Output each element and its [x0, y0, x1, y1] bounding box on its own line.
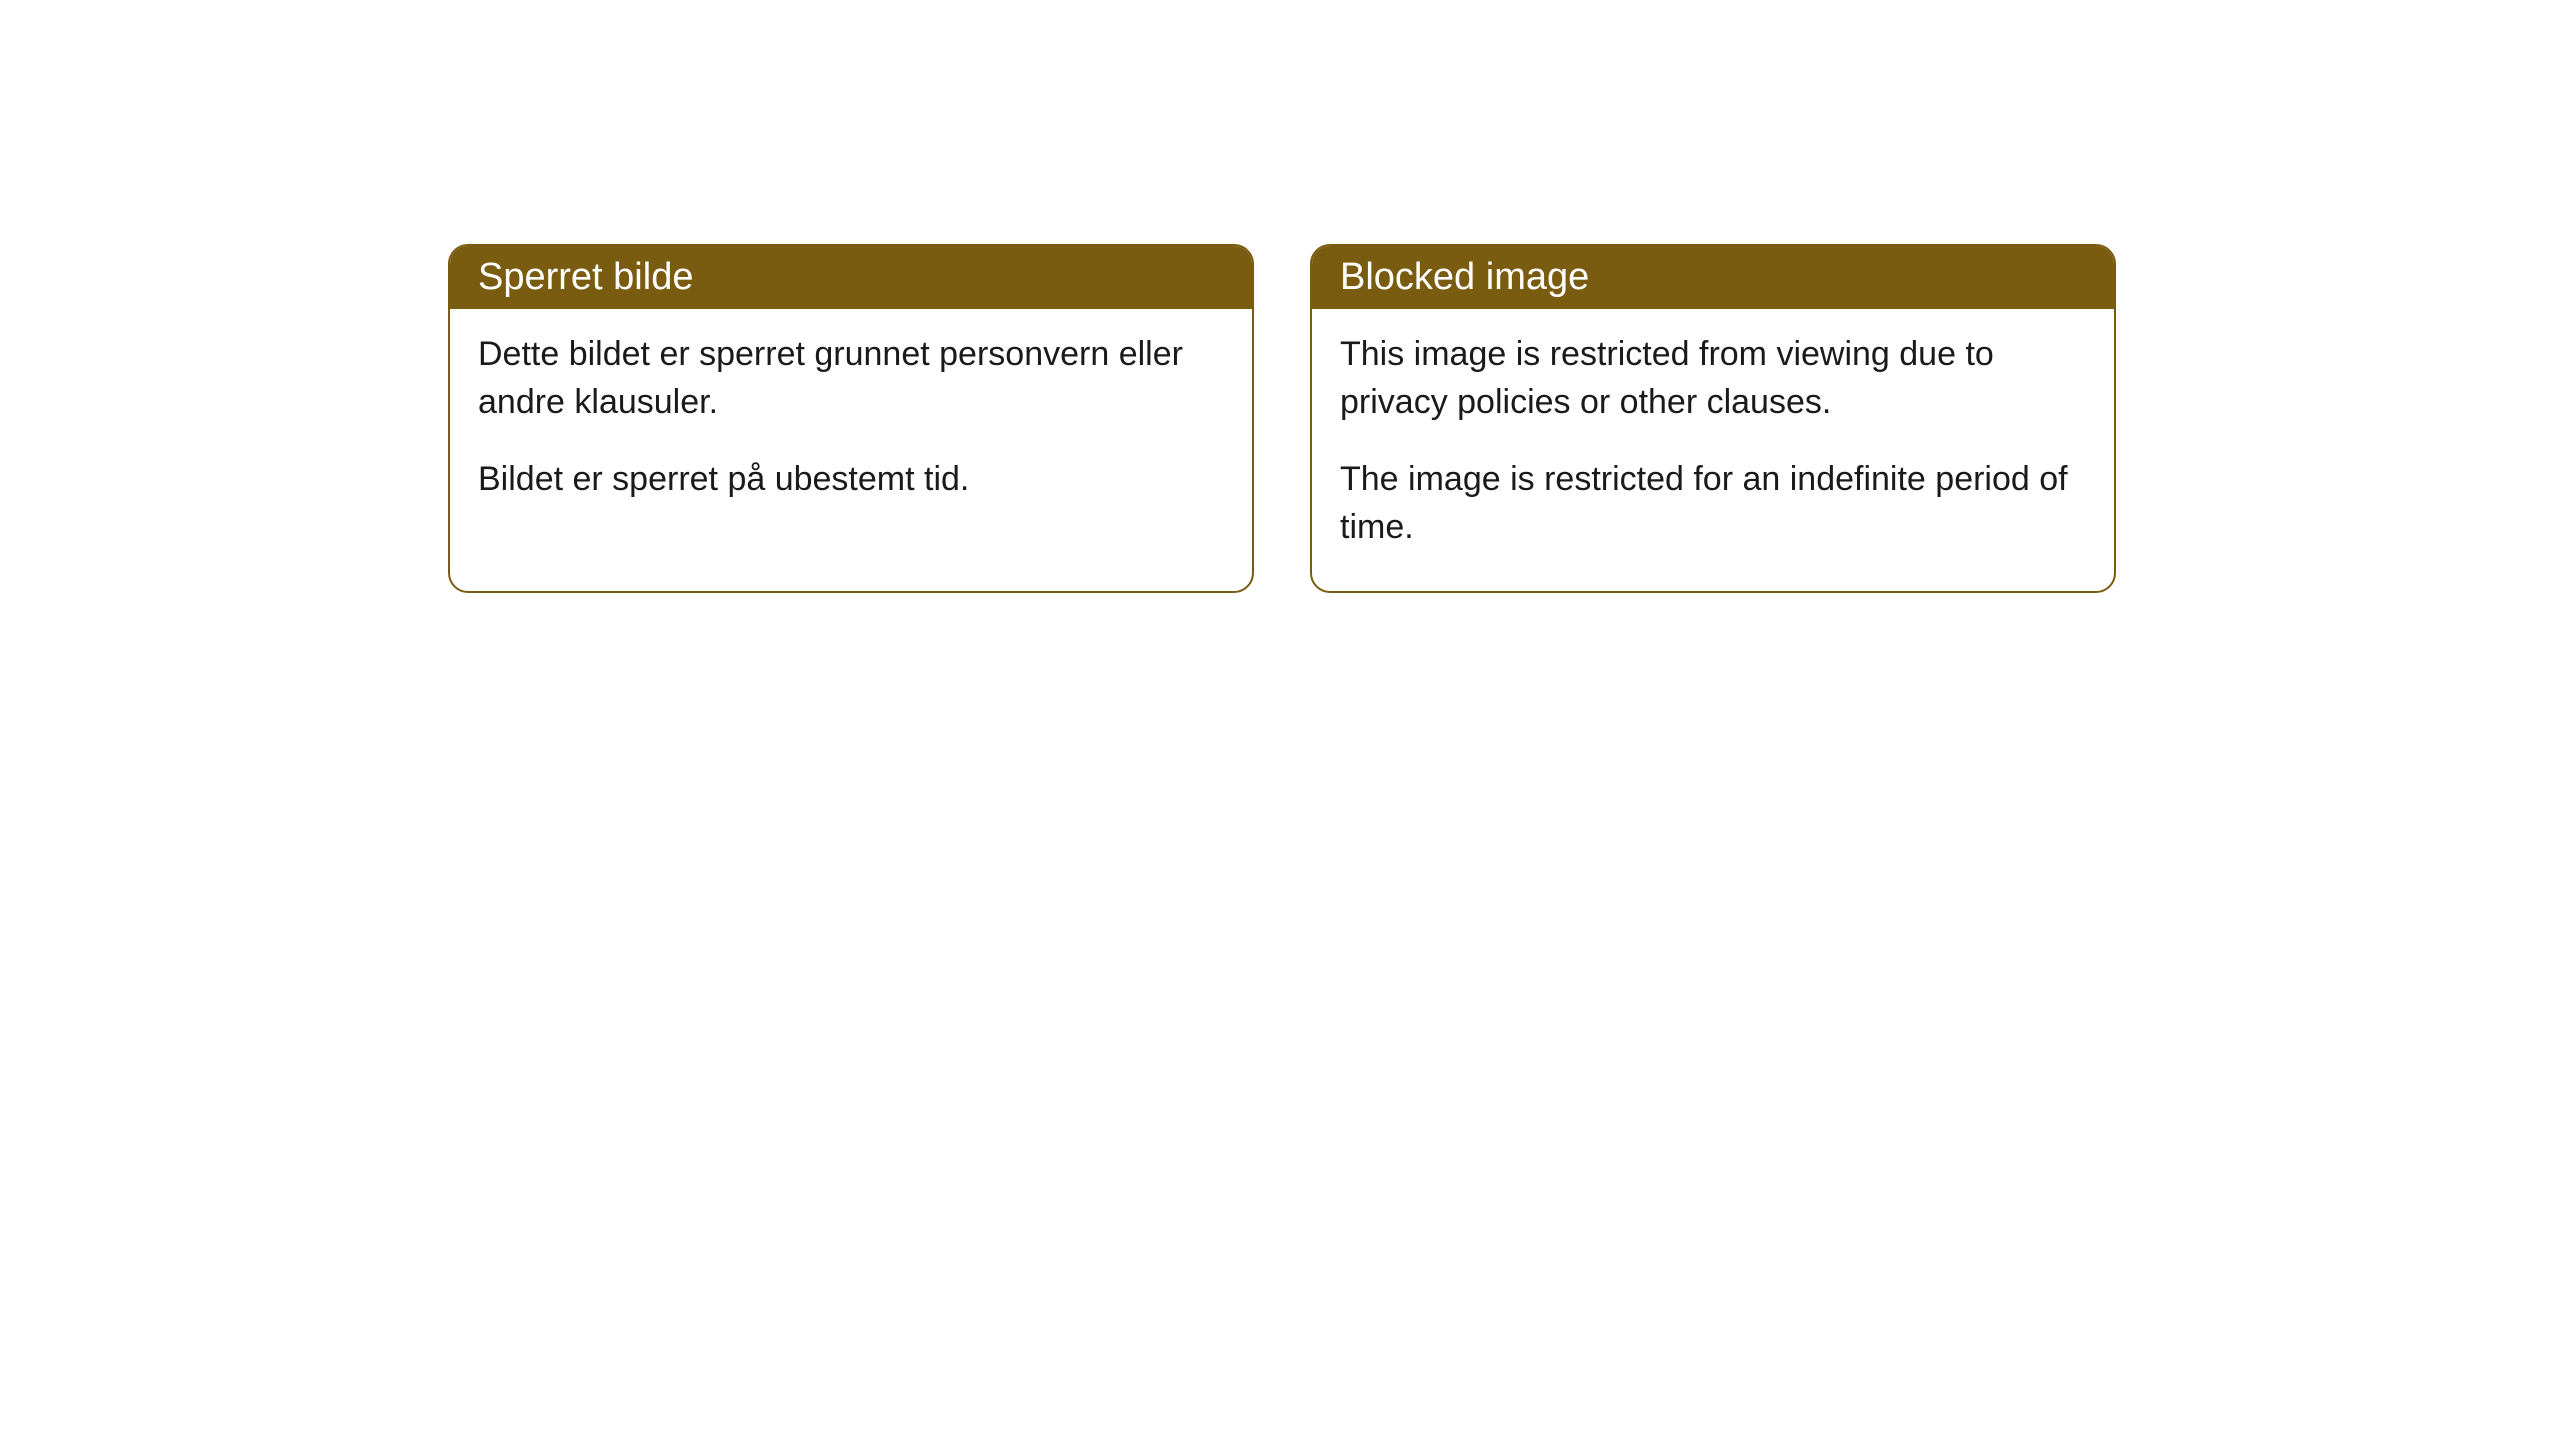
cards-container: Sperret bilde Dette bildet er sperret gr… [448, 244, 2116, 593]
card-header-en: Blocked image [1312, 246, 2114, 309]
blocked-image-card-en: Blocked image This image is restricted f… [1310, 244, 2116, 593]
card-paragraph-2-no: Bildet er sperret på ubestemt tid. [478, 456, 1224, 504]
blocked-image-card-no: Sperret bilde Dette bildet er sperret gr… [448, 244, 1254, 593]
card-header-no: Sperret bilde [450, 246, 1252, 309]
card-body-no: Dette bildet er sperret grunnet personve… [450, 309, 1252, 544]
card-body-en: This image is restricted from viewing du… [1312, 309, 2114, 591]
card-paragraph-1-no: Dette bildet er sperret grunnet personve… [478, 331, 1224, 426]
card-paragraph-2-en: The image is restricted for an indefinit… [1340, 456, 2086, 551]
card-paragraph-1-en: This image is restricted from viewing du… [1340, 331, 2086, 426]
